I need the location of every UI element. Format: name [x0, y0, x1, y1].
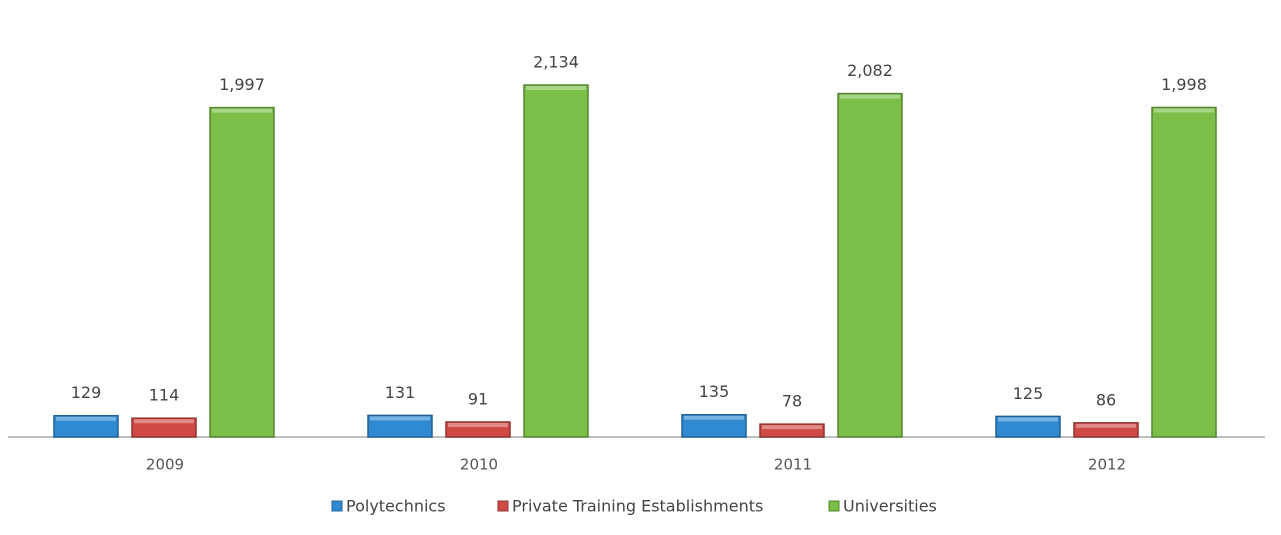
- legend-label: Universities: [843, 497, 937, 516]
- bar-top: [684, 415, 744, 420]
- data-label: 1,998: [1161, 75, 1207, 94]
- bar-top: [1076, 423, 1136, 428]
- bar-top: [56, 416, 116, 421]
- legend-label: Private Training Establishments: [512, 497, 763, 516]
- data-label: 114: [149, 386, 180, 405]
- x-tick-label: 2010: [460, 456, 498, 474]
- legend-label: Polytechnics: [346, 497, 446, 516]
- x-tick-label: 2009: [146, 456, 184, 474]
- bar-top: [526, 86, 586, 90]
- bar: [995, 415, 1061, 438]
- data-label: 1,997: [219, 75, 265, 94]
- bar: [523, 84, 589, 438]
- bar-top: [212, 108, 272, 113]
- bar: [681, 413, 747, 438]
- bar: [367, 414, 433, 438]
- data-label: 86: [1096, 390, 1116, 409]
- bar-top: [448, 422, 508, 427]
- x-tick-label: 2011: [774, 456, 812, 474]
- data-label: 135: [699, 382, 730, 401]
- legend-swatch: [828, 500, 840, 512]
- bar-top: [998, 417, 1058, 422]
- legend-swatch: [497, 500, 509, 512]
- bar-top: [370, 416, 430, 421]
- data-label: 2,134: [533, 53, 579, 72]
- data-label: 78: [782, 392, 802, 411]
- bar-top: [762, 425, 822, 430]
- bar: [1151, 106, 1217, 438]
- bar: [209, 106, 275, 438]
- bar-top: [134, 419, 194, 424]
- data-label: 129: [71, 383, 102, 402]
- data-label: 131: [385, 383, 416, 402]
- bar: [1073, 422, 1139, 438]
- bar: [445, 421, 511, 438]
- legend-swatch: [331, 500, 343, 512]
- x-tick-label: 2012: [1088, 456, 1126, 474]
- bar: [759, 423, 825, 438]
- data-label: 2,082: [847, 61, 893, 80]
- data-label: 91: [468, 389, 488, 408]
- bar-top: [1154, 108, 1214, 113]
- data-label: 125: [1013, 384, 1044, 403]
- bar: [837, 92, 903, 438]
- bar: [53, 414, 119, 438]
- bar: [131, 417, 197, 438]
- bar-top: [840, 94, 900, 99]
